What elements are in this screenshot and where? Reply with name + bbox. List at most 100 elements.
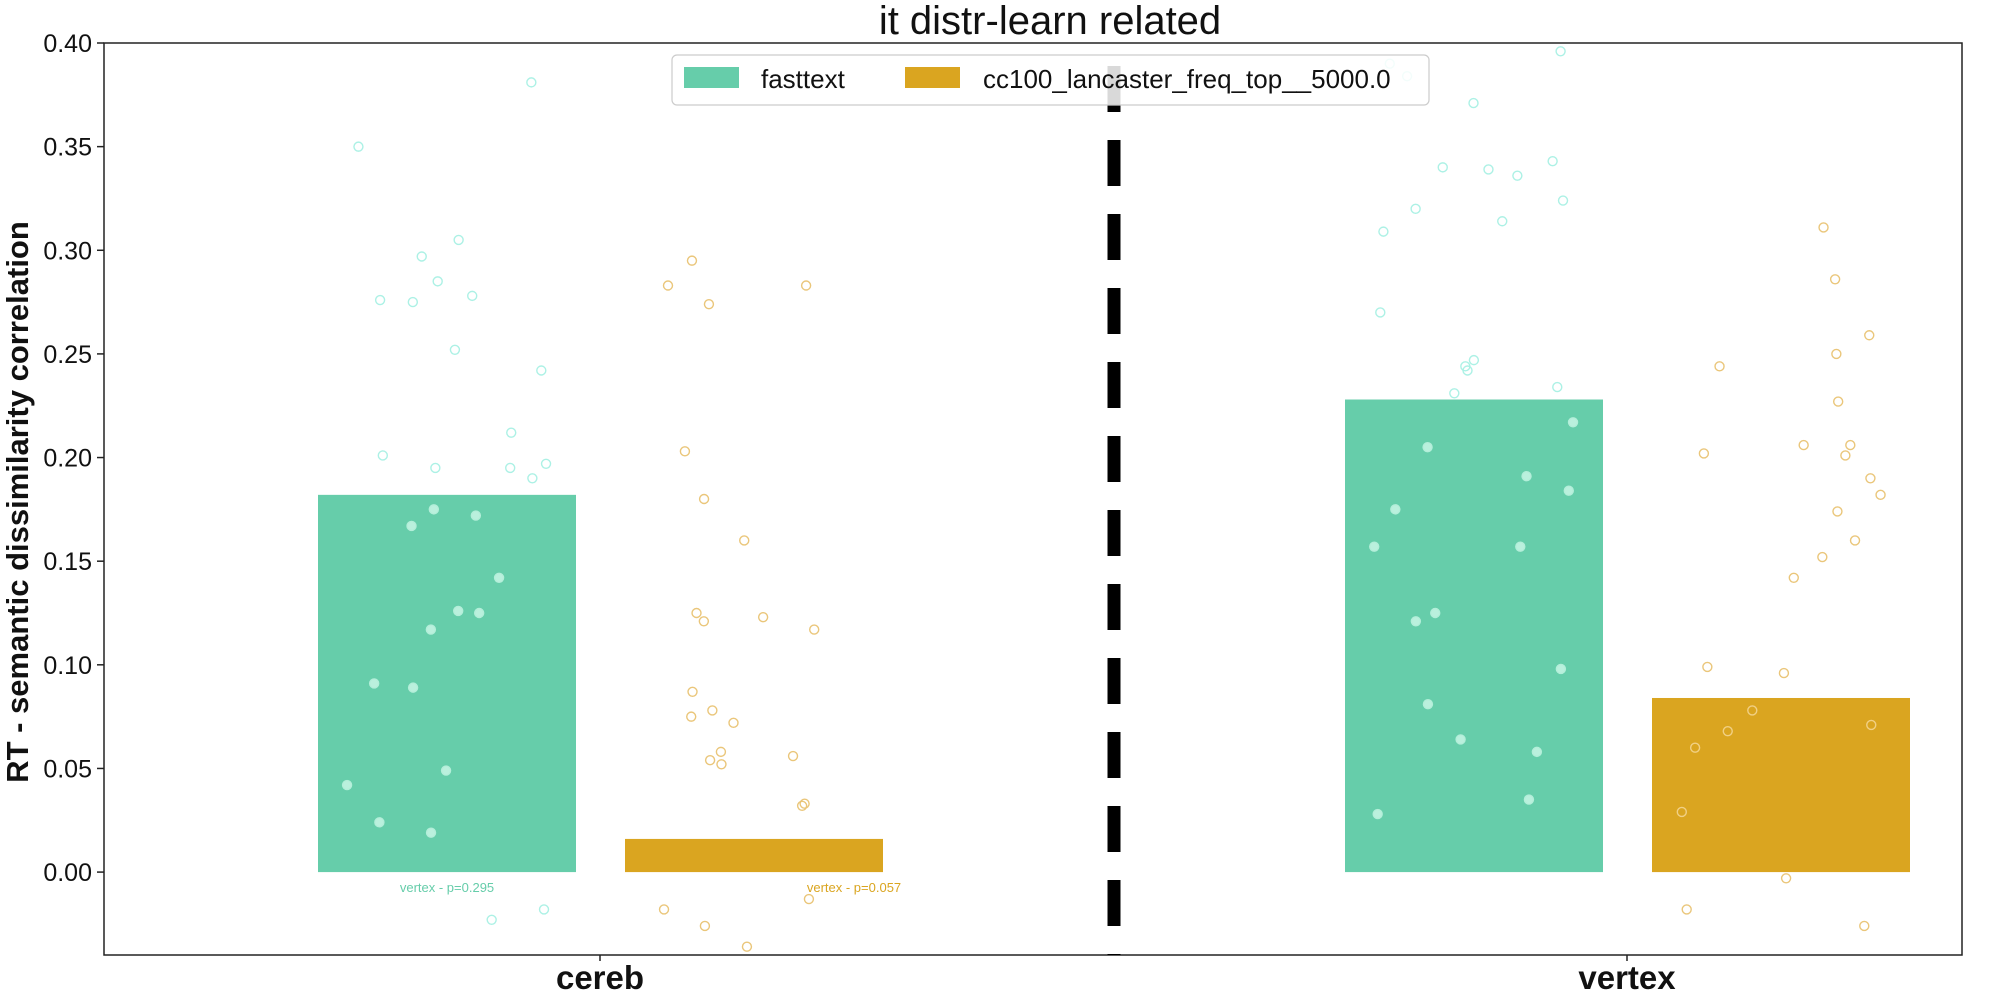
data-point (687, 686, 698, 697)
data-point (453, 605, 464, 617)
data-point (1866, 719, 1877, 731)
data-point (703, 298, 715, 310)
data-point (1410, 616, 1422, 627)
data-point (506, 427, 517, 438)
data-point (1422, 441, 1433, 453)
data-point (1372, 808, 1383, 820)
data-point (407, 296, 419, 308)
data-point (1567, 417, 1579, 428)
plot-frame (103, 42, 1963, 956)
data-point (699, 920, 711, 932)
data-point (1714, 361, 1725, 372)
data-point (1875, 489, 1886, 501)
data-point (470, 510, 482, 521)
data-point (698, 616, 710, 627)
data-point (1865, 473, 1876, 484)
plot-area: 0.00 0.05 0.10 0.15 0.20 0.25 0.30 0.35 0.40 cere… (43, 30, 1963, 996)
legend-swatch (684, 67, 739, 88)
data-point (341, 779, 353, 791)
data-point (368, 678, 380, 689)
data-point (741, 941, 753, 952)
data-point (803, 893, 815, 905)
data-point (1780, 873, 1792, 884)
chart-title: it distr-learn related (879, 0, 1221, 43)
data-point (1531, 746, 1543, 758)
data-point (1859, 920, 1870, 932)
data-point (453, 234, 464, 246)
data-point (739, 535, 750, 546)
data-point (406, 520, 417, 532)
data-point (449, 344, 461, 355)
data-point (1845, 439, 1856, 451)
y-tick-label: 0.10 (43, 652, 92, 680)
data-point (1512, 170, 1523, 181)
bar-0-vertex (1345, 399, 1603, 873)
data-point (416, 251, 427, 262)
data-point (679, 446, 691, 457)
data-point (1555, 663, 1567, 675)
data-point (1818, 222, 1829, 233)
bar-0-cereb (318, 494, 576, 873)
data-point (467, 290, 478, 302)
y-tick-label: 0.15 (43, 548, 92, 576)
x-category-label: vertex (1578, 959, 1676, 996)
data-point (1817, 551, 1828, 563)
data-point (1689, 742, 1701, 753)
data-point (698, 493, 710, 505)
data-point (1497, 216, 1508, 227)
data-point (425, 624, 437, 635)
data-point (1468, 97, 1479, 109)
data-point (536, 365, 547, 376)
data-point (1375, 307, 1386, 318)
data-point (686, 711, 697, 722)
data-point (540, 458, 552, 469)
data-point (1831, 348, 1842, 360)
data-point (1829, 274, 1841, 285)
y-tick-label: 0.40 (43, 30, 92, 58)
data-point (715, 746, 727, 758)
data-point (1832, 506, 1843, 517)
data-point (799, 798, 810, 809)
p-value-annotation: vertex - p=0.295 (400, 880, 494, 895)
data-point (374, 294, 386, 306)
legend-label: cc100_lancaster_freq_top__5000.0 (983, 64, 1391, 94)
y-tick-label: 0.25 (43, 341, 92, 369)
data-point (538, 904, 550, 915)
data-point (526, 77, 537, 88)
data-point (440, 765, 452, 776)
data-point (1462, 365, 1473, 376)
data-point (707, 705, 718, 716)
legend-swatch (905, 67, 960, 88)
data-point (1798, 439, 1809, 451)
y-axis-label: RT - semantic dissimilarity correlation (0, 221, 35, 783)
data-point (1681, 904, 1692, 915)
data-point (1788, 572, 1799, 583)
data-point (1422, 699, 1434, 710)
data-point (1698, 448, 1710, 459)
data-point (1832, 396, 1844, 407)
y-tick-label: 0.20 (43, 445, 92, 473)
data-point (686, 255, 698, 266)
data-point (728, 717, 739, 729)
data-point (1547, 155, 1558, 167)
data-point (425, 827, 437, 838)
data-point (787, 750, 799, 762)
data-point (716, 759, 727, 770)
data-point (704, 754, 716, 766)
data-point (430, 462, 441, 474)
data-point (486, 914, 497, 925)
data-point (353, 141, 364, 152)
data-point (527, 473, 538, 484)
bar-1-vertex (1652, 697, 1910, 873)
data-point (1557, 195, 1569, 206)
data-point (1369, 541, 1380, 552)
data-point (1778, 667, 1790, 679)
data-point (1702, 661, 1713, 673)
x-category-label: cereb (556, 959, 644, 996)
data-point (1523, 794, 1535, 805)
data-point (757, 611, 769, 623)
data-point (1849, 535, 1861, 546)
data-point (1676, 806, 1688, 818)
data-point (1468, 354, 1480, 366)
